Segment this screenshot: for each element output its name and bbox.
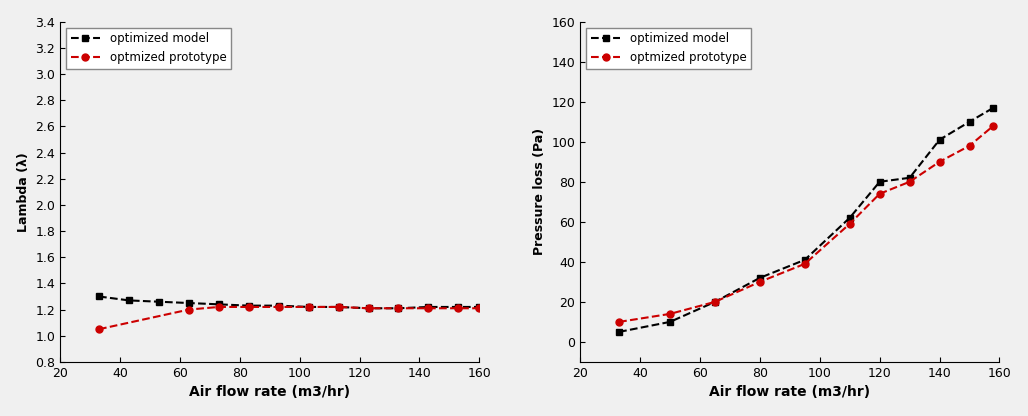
optimized model: [844, 215, 856, 220]
Legend: optimized model, optmized prototype: optimized model, optmized prototype: [586, 27, 751, 69]
optimized model: [423, 305, 435, 310]
optmized prototype: [423, 306, 435, 311]
optmized prototype: [987, 123, 999, 128]
optimized model: [272, 303, 285, 308]
optimized model: [874, 179, 886, 184]
optimized model: [963, 119, 976, 124]
optmized prototype: [452, 306, 465, 311]
optimized model: [393, 306, 405, 311]
optmized prototype: [799, 261, 811, 266]
optimized model: [213, 302, 225, 307]
optimized model: [302, 305, 315, 310]
optimized model: [93, 294, 105, 299]
Line: optimized model: optimized model: [96, 293, 483, 312]
optimized model: [933, 137, 946, 142]
optimized model: [122, 298, 135, 303]
Y-axis label: Pressure loss (Pa): Pressure loss (Pa): [533, 128, 546, 255]
optmized prototype: [272, 305, 285, 310]
optmized prototype: [708, 300, 721, 305]
X-axis label: Air flow rate (m3/hr): Air flow rate (m3/hr): [709, 385, 871, 399]
optmized prototype: [963, 143, 976, 148]
optmized prototype: [613, 319, 625, 324]
optmized prototype: [302, 305, 315, 310]
optmized prototype: [332, 305, 344, 310]
optimized model: [613, 329, 625, 334]
optimized model: [754, 275, 766, 280]
optimized model: [243, 303, 255, 308]
optimized model: [473, 305, 485, 310]
Legend: optimized model, optmized prototype: optimized model, optmized prototype: [66, 27, 231, 69]
optimized model: [664, 319, 676, 324]
optimized model: [332, 305, 344, 310]
optmized prototype: [243, 305, 255, 310]
optmized prototype: [874, 191, 886, 196]
optmized prototype: [473, 306, 485, 311]
optmized prototype: [363, 306, 375, 311]
optmized prototype: [933, 159, 946, 164]
Y-axis label: Lambda (λ): Lambda (λ): [16, 152, 30, 232]
optimized model: [799, 258, 811, 262]
optimized model: [904, 175, 916, 180]
optmized prototype: [183, 307, 195, 312]
optimized model: [987, 105, 999, 110]
optimized model: [452, 305, 465, 310]
Line: optmized prototype: optmized prototype: [96, 304, 483, 333]
optimized model: [183, 300, 195, 305]
Line: optmized prototype: optmized prototype: [616, 122, 997, 325]
optmized prototype: [93, 327, 105, 332]
optimized model: [153, 299, 166, 304]
optmized prototype: [393, 306, 405, 311]
optmized prototype: [904, 179, 916, 184]
optmized prototype: [844, 221, 856, 226]
optimized model: [708, 300, 721, 305]
X-axis label: Air flow rate (m3/hr): Air flow rate (m3/hr): [189, 385, 351, 399]
optmized prototype: [754, 280, 766, 285]
Line: optimized model: optimized model: [616, 104, 997, 335]
optmized prototype: [213, 305, 225, 310]
optmized prototype: [664, 312, 676, 317]
optimized model: [363, 306, 375, 311]
